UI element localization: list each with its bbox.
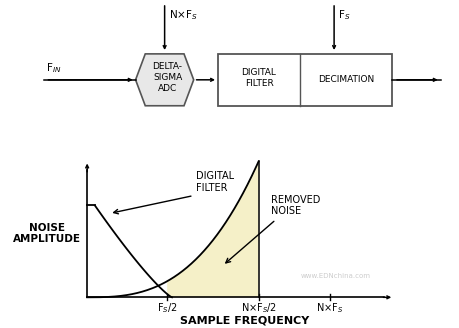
Text: NOISE
AMPLITUDE: NOISE AMPLITUDE [13,223,81,244]
Polygon shape [135,54,193,106]
Text: REMOVED
NOISE: REMOVED NOISE [270,195,320,216]
Text: F$_S$: F$_S$ [337,8,350,22]
Text: DIGITAL
FILTER: DIGITAL FILTER [195,171,233,193]
Text: N×F$_S$/2: N×F$_S$/2 [240,301,276,315]
Text: F$_S$/2: F$_S$/2 [157,301,177,315]
Text: SAMPLE FREQUENCY: SAMPLE FREQUENCY [179,315,308,325]
Text: N×F$_S$: N×F$_S$ [168,8,197,22]
Text: F$_{IN}$: F$_{IN}$ [45,61,61,75]
Text: N×F$_S$: N×F$_S$ [316,301,343,315]
Polygon shape [167,161,258,297]
Text: DELTA-
SIGMA
ADC: DELTA- SIGMA ADC [152,62,182,93]
Text: DIGITAL
FILTER: DIGITAL FILTER [241,68,276,88]
Text: www.EDNchina.com: www.EDNchina.com [300,273,369,279]
FancyBboxPatch shape [218,54,392,106]
Text: DECIMATION: DECIMATION [317,75,374,84]
